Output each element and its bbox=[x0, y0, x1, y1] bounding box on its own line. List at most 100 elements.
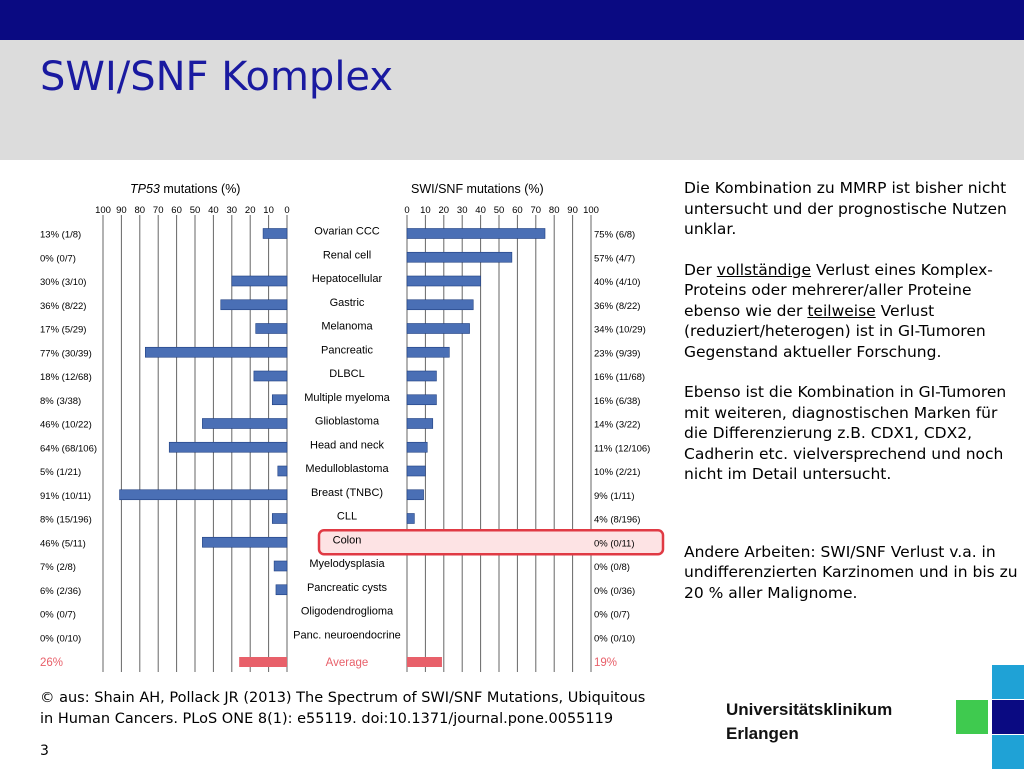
tp53-bar bbox=[119, 489, 288, 501]
sidebar-paragraph-2: Der vollständige Verlust eines Komplex-P… bbox=[684, 260, 1019, 363]
left-title-gene: TP53 bbox=[130, 182, 160, 196]
right-chart-title: SWI/SNF mutations (%) bbox=[411, 182, 544, 196]
left-tick-label: 30 bbox=[227, 205, 238, 216]
swisnf-bar bbox=[406, 228, 546, 239]
right-tick-label: 10 bbox=[420, 205, 431, 216]
left-tick-label: 50 bbox=[190, 205, 201, 216]
category-label: Colon bbox=[333, 534, 362, 546]
sidebar-text: Die Kombination zu MMRP ist bisher nicht… bbox=[684, 178, 1019, 623]
tp53-row-label: 7% (2/8) bbox=[40, 562, 76, 573]
tp53-row-label: 0% (0/7) bbox=[40, 253, 76, 264]
logo-square-green bbox=[956, 700, 988, 734]
colon-highlight-box bbox=[317, 529, 665, 556]
swisnf-bar bbox=[406, 418, 434, 429]
left-tick-label: 90 bbox=[116, 205, 127, 216]
right-tick-label: 60 bbox=[512, 205, 523, 216]
swisnf-row-label: 16% (6/38) bbox=[594, 396, 640, 407]
left-tick-label: 80 bbox=[135, 205, 146, 216]
swisnf-row-label: 10% (2/21) bbox=[594, 467, 640, 478]
sidebar-paragraph-1: Die Kombination zu MMRP ist bisher nicht… bbox=[684, 179, 1007, 238]
swisnf-bar bbox=[406, 346, 450, 358]
left-tick-label: 70 bbox=[153, 205, 164, 216]
swisnf-row-label: 9% (1/11) bbox=[594, 491, 634, 502]
category-label: Breast (TNBC) bbox=[311, 487, 383, 499]
p2-part-c: Verlust (reduziert/heterogen) ist in GI-… bbox=[684, 301, 986, 361]
swisnf-average-bar bbox=[407, 657, 442, 667]
tp53-row-label: 8% (3/38) bbox=[40, 396, 81, 407]
right-tick-label: 50 bbox=[494, 205, 505, 216]
citation-line-1: © aus: Shain AH, Pollack JR (2013) The S… bbox=[40, 690, 646, 706]
right-tick-label: 0 bbox=[404, 205, 409, 216]
category-label: Renal cell bbox=[323, 249, 371, 261]
category-label: Gastric bbox=[330, 297, 365, 309]
category-label: Hepatocellular bbox=[312, 273, 383, 285]
right-tick-label: 70 bbox=[531, 205, 542, 216]
logo-square-lightblue-2 bbox=[992, 735, 1024, 769]
swisnf-row-label: 0% (0/8) bbox=[594, 562, 630, 573]
left-tick-label: 0 bbox=[284, 205, 289, 216]
category-label: Head and neck bbox=[310, 439, 384, 451]
p2-part-a: Der bbox=[684, 260, 717, 279]
tp53-row-label: 46% (10/22) bbox=[40, 420, 92, 431]
swisnf-bar bbox=[406, 489, 424, 501]
tp53-bar bbox=[231, 275, 288, 287]
category-label: Pancreatic cysts bbox=[307, 582, 388, 594]
swisnf-row-label: 34% (10/29) bbox=[594, 325, 646, 336]
category-label: Panc. neuroendocrine bbox=[293, 629, 401, 641]
swisnf-bar bbox=[406, 441, 428, 453]
right-tick-label: 30 bbox=[457, 205, 468, 216]
tp53-bar bbox=[262, 228, 288, 239]
tp53-row-label: 0% (0/10) bbox=[40, 633, 81, 644]
left-tick-label: 40 bbox=[208, 205, 219, 216]
left-chart-title: TP53 mutations (%) bbox=[130, 182, 240, 196]
sidebar-paragraph-3: Ebenso ist die Kombination in GI-Tumoren… bbox=[684, 383, 1007, 483]
swisnf-row-label: 11% (12/106) bbox=[594, 443, 650, 454]
left-tick-label: 20 bbox=[245, 205, 256, 216]
swisnf-bar bbox=[406, 323, 470, 334]
tp53-row-label: 8% (15/196) bbox=[40, 515, 92, 526]
swisnf-row-label: 57% (4/7) bbox=[594, 253, 635, 264]
left-title-rest: mutations (%) bbox=[160, 182, 241, 196]
right-tick-label: 80 bbox=[549, 205, 560, 216]
category-label: DLBCL bbox=[329, 368, 364, 380]
tp53-bar bbox=[145, 346, 288, 358]
tp53-bar bbox=[271, 394, 288, 406]
swisnf-row-label: 36% (8/22) bbox=[594, 301, 640, 312]
category-label: Multiple myeloma bbox=[304, 392, 390, 404]
page-number: 3 bbox=[40, 743, 49, 759]
category-label: Pancreatic bbox=[321, 344, 373, 356]
tp53-bar bbox=[271, 513, 288, 524]
swisnf-row-label: 14% (3/22) bbox=[594, 420, 640, 431]
institution-line-2: Erlangen bbox=[726, 724, 799, 743]
p2-part-b: Verlust eines Komplex-Proteins oder mehr… bbox=[684, 260, 993, 320]
swisnf-row-label: 0% (0/10) bbox=[594, 633, 635, 644]
title-band bbox=[0, 40, 1024, 160]
p2-underlined-2: teilweise bbox=[807, 301, 876, 320]
tp53-bar bbox=[255, 323, 288, 334]
swisnf-row-label: 0% (0/11) bbox=[594, 538, 634, 549]
tp53-row-label: 77% (30/39) bbox=[40, 348, 92, 359]
logo-square-lightblue-1 bbox=[992, 665, 1024, 699]
tp53-row-label: 64% (68/106) bbox=[40, 443, 97, 454]
swisnf-row-label: 16% (11/68) bbox=[594, 372, 645, 383]
institution-name: Universitätsklinikum Erlangen bbox=[726, 698, 892, 746]
swisnf-row-label: 75% (6/8) bbox=[594, 230, 635, 241]
right-tick-label: 90 bbox=[567, 205, 578, 216]
average-category-label: Average bbox=[326, 657, 369, 669]
tp53-row-label: 5% (1/21) bbox=[40, 467, 81, 478]
tp53-bar bbox=[168, 441, 288, 453]
tp53-bar bbox=[202, 418, 288, 429]
swisnf-bar bbox=[406, 275, 481, 287]
swisnf-bar bbox=[406, 465, 426, 477]
left-tick-label: 100 bbox=[95, 205, 111, 216]
right-tick-label: 40 bbox=[475, 205, 486, 216]
top-bar bbox=[0, 0, 1024, 40]
tp53-row-label: 91% (10/11) bbox=[40, 491, 91, 502]
swisnf-row-label: 0% (0/36) bbox=[594, 586, 635, 597]
category-label: Oligodendroglioma bbox=[301, 606, 394, 618]
tp53-average-bar bbox=[239, 657, 287, 667]
swisnf-bar bbox=[406, 251, 513, 263]
institution-line-1: Universitätsklinikum bbox=[726, 700, 893, 719]
tp53-row-label: 36% (8/22) bbox=[40, 301, 86, 312]
left-tick-label: 60 bbox=[171, 205, 182, 216]
